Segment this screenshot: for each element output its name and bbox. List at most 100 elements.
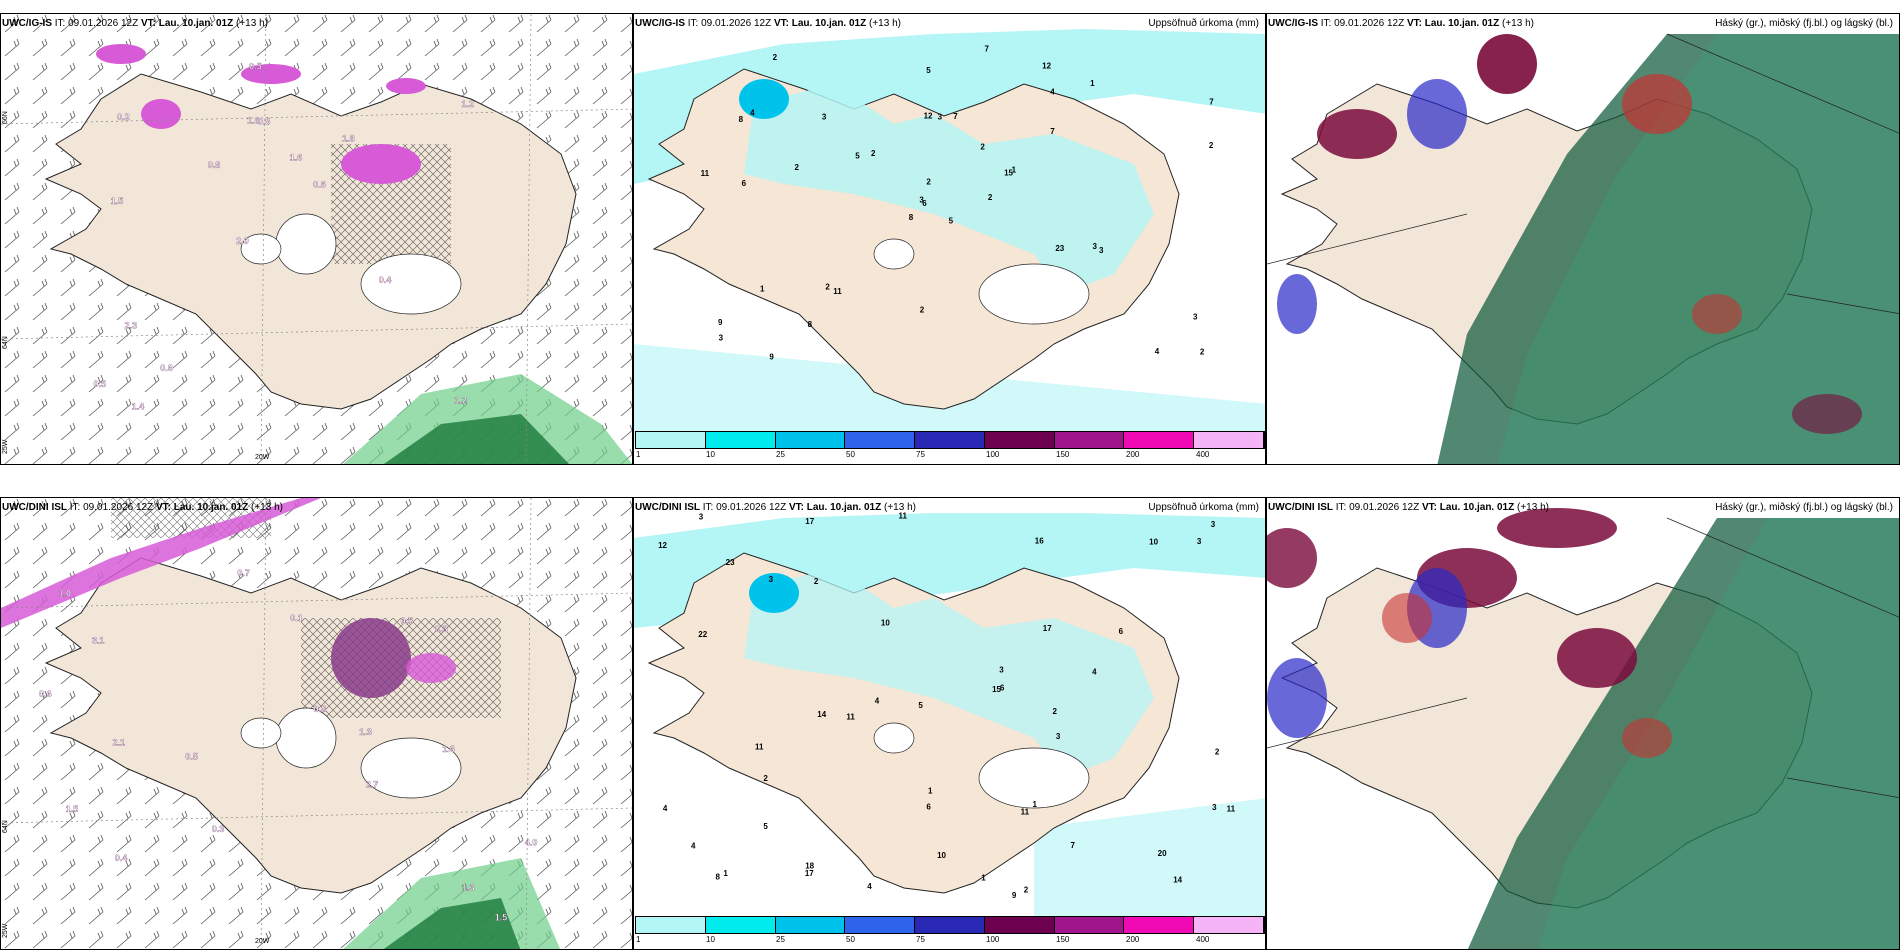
precip-label: 3	[1211, 520, 1216, 529]
colorbar-swatch	[775, 432, 846, 448]
precip-label: 18	[805, 861, 814, 870]
pressure-label: 1.5	[495, 913, 508, 923]
precip-label: 23	[1055, 244, 1064, 253]
panel-title: UWC/DINI ISL IT: 09.01.2026 12Z VT: Lau.…	[635, 502, 916, 513]
precip-label: 5	[855, 151, 860, 160]
panel-title: UWC/IG-IS IT: 09.01.2026 12Z VT: Lau. 10…	[2, 18, 268, 29]
panel-clouds-top: UWC/IG-IS IT: 09.01.2026 12Z VT: Lau. 10…	[1266, 13, 1900, 465]
precip-label: 3	[999, 665, 1004, 674]
colorbar-swatch	[1124, 432, 1195, 448]
colorbar-swatch	[845, 917, 916, 933]
precip-label: 3	[1093, 242, 1098, 251]
precip-labels: 4918717231414111010104616152217111211338…	[658, 511, 1236, 900]
precip-label: 12	[1042, 62, 1051, 71]
precip-label: 6	[1000, 684, 1005, 693]
pressure-label: 0.5	[401, 616, 414, 626]
cloud-map-svg	[1267, 33, 1899, 464]
pressure-label: 0.4	[115, 853, 128, 863]
precip-label: 4	[1092, 667, 1097, 676]
panel-clouds-bottom: UWC/DINI ISL IT: 09.01.2026 12Z VT: Lau.…	[1266, 497, 1900, 950]
pressure-label: 0.5	[93, 379, 106, 389]
pressure-label: 0.2	[117, 112, 130, 122]
pressure-label: 1.0	[58, 589, 71, 599]
precip-label: 23	[726, 558, 735, 567]
precip-label: 3	[1099, 246, 1104, 255]
pressure-label: 0.6	[313, 180, 326, 190]
precip-label: 1	[1033, 800, 1038, 809]
precip-label: 11	[846, 713, 855, 722]
panel-title: UWC/IG-IS IT: 09.01.2026 12Z VT: Lau. 10…	[1268, 18, 1534, 29]
precip-label: 2	[871, 149, 876, 158]
pressure-labels: 1.2 1.5 1.2 2.0 1.8 1.4 1.8 1.6 2.3 0.8 0.5 0.6 0.5 0…	[93, 61, 474, 412]
lon-tick-25w: 25W	[2, 923, 9, 938]
pressure-label: 1.8	[247, 115, 260, 125]
precip-label: 2	[1215, 748, 1220, 757]
pressure-labels: 1.5 2.1 2.7 1.0 4.0 3.1 0.4 0.5 0.3 0.1 0.5 1.3 0.3 0…	[39, 568, 538, 923]
colorbar-label: 10	[706, 450, 715, 459]
precip-label: 8	[716, 873, 721, 882]
precip-label: 10	[881, 618, 890, 627]
pressure-label: 0.6	[39, 689, 52, 699]
precip-label: 2	[988, 193, 993, 202]
precip-label: 17	[1043, 624, 1052, 633]
precip-label: 7	[1209, 98, 1214, 107]
precip-label: 2	[1209, 141, 1214, 150]
precip-label: 17	[805, 869, 814, 878]
panel-title: UWC/DINI ISL IT: 09.01.2026 12Z VT: Lau.…	[1268, 502, 1549, 513]
precip-label: 1	[981, 873, 986, 882]
precip-label: 7	[953, 112, 958, 121]
colorbar-swatch	[1054, 917, 1125, 933]
precip-label: 4	[750, 109, 755, 118]
pressure-label: 0.6	[160, 363, 173, 373]
precip-label: 12	[924, 111, 933, 120]
precip-label: 8	[808, 320, 813, 329]
colorbar-label: 400	[1196, 935, 1210, 944]
precip-label: 11	[755, 742, 764, 751]
colorbar-label: 200	[1126, 935, 1140, 944]
precip-label: 10	[937, 851, 946, 860]
precip-label: 9	[1012, 891, 1017, 900]
colorbar-label: 25	[776, 450, 785, 459]
panel-wind-pressure-bottom: UWC/DINI ISL IT: 09.01.2026 12Z VT: Lau.…	[0, 497, 633, 950]
precip-label: 2	[773, 53, 778, 62]
colorbar-label: 150	[1056, 450, 1070, 459]
colorbar-label: 1	[636, 935, 641, 944]
precip-label: 4	[875, 697, 880, 706]
colorbar-swatch	[915, 917, 985, 933]
precip-label: 3	[699, 513, 704, 522]
colorbar-label: 75	[916, 450, 925, 459]
precip-label: 5	[926, 66, 931, 75]
colorbar-label: 100	[986, 450, 1000, 459]
precip-label: 1	[723, 869, 728, 878]
precip-label: 11	[1021, 808, 1030, 817]
panel-wind-pressure-top: UWC/IG-IS IT: 09.01.2026 12Z VT: Lau. 10…	[0, 13, 633, 465]
lat-tick-64n: 64N	[2, 336, 9, 349]
precip-label: 4	[1050, 88, 1055, 97]
precip-label: 3	[719, 333, 724, 342]
precip-label: 3	[822, 113, 827, 122]
colorbar-swatch	[636, 432, 706, 448]
pressure-label: 1.5	[66, 804, 79, 814]
precip-colorbar	[635, 431, 1265, 449]
precip-label: 8	[909, 213, 914, 222]
precip-label: 9	[769, 352, 774, 361]
pressure-label: 1.6	[442, 744, 455, 754]
precip-label: 7	[1050, 127, 1055, 136]
colorbar-label: 200	[1126, 450, 1140, 459]
precip-label: 6	[1119, 627, 1124, 636]
pressure-label: 0.8	[314, 704, 327, 714]
precip-label: 16	[1035, 537, 1044, 546]
precip-label: 2	[763, 774, 768, 783]
colorbar-label: 100	[986, 935, 1000, 944]
precip-label: 2	[926, 178, 931, 187]
precip-label: 2	[794, 163, 799, 172]
pressure-label: 1.4	[132, 402, 145, 412]
precip-label: 1	[928, 786, 933, 795]
precip-label: 4	[663, 804, 668, 813]
precip-label: 5	[918, 701, 923, 710]
precip-label: 3	[1193, 312, 1198, 321]
precip-label: 7	[1070, 841, 1075, 850]
colorbar-swatch	[1124, 917, 1195, 933]
precip-label: 3	[1212, 803, 1217, 812]
colorbar-swatch	[636, 917, 706, 933]
